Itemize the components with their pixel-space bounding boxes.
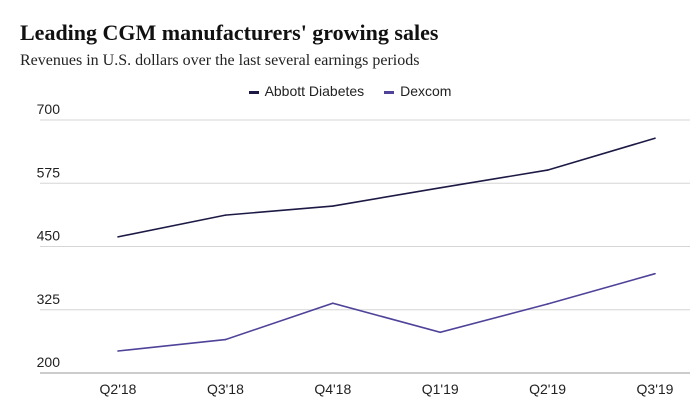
x-tick-label: Q4'18 <box>314 381 351 397</box>
data-point <box>224 214 227 216</box>
x-tick-label: Q3'18 <box>207 381 244 397</box>
data-point <box>546 303 549 305</box>
data-point <box>117 236 119 238</box>
legend-label: Dexcom <box>400 83 452 99</box>
data-point <box>546 169 549 171</box>
legend-label: Abbott Diabetes <box>264 83 365 99</box>
series-line-dexcom <box>117 272 656 352</box>
x-tick-label: Q3'19 <box>637 381 674 397</box>
data-point <box>332 302 334 305</box>
y-tick-label: 200 <box>37 354 61 370</box>
legend-item-abbott: Abbott Diabetes <box>248 83 365 99</box>
data-point <box>224 338 227 341</box>
chart-title: Leading CGM manufacturers' growing sales <box>20 20 439 45</box>
y-tick-label: 325 <box>37 291 61 307</box>
data-point <box>439 187 442 189</box>
data-point <box>332 205 334 207</box>
legend-swatch <box>384 90 395 94</box>
x-tick-label: Q1'19 <box>422 381 459 397</box>
y-tick-label: 575 <box>37 164 61 180</box>
data-point <box>654 137 656 140</box>
y-tick-label: 700 <box>37 101 61 117</box>
x-tick-label: Q2'19 <box>529 381 566 397</box>
legend: Abbott Diabetes Dexcom <box>0 83 700 99</box>
legend-swatch <box>248 90 259 94</box>
chart-subtitle: Revenues in U.S. dollars over the last s… <box>20 52 420 69</box>
data-point <box>439 331 442 334</box>
data-point <box>117 350 119 352</box>
x-tick-label: Q2'18 <box>100 381 137 397</box>
data-point <box>654 272 656 275</box>
series-line-abbott-diabetes <box>117 137 656 238</box>
y-tick-label: 450 <box>37 228 61 244</box>
legend-item-dexcom: Dexcom <box>384 83 451 99</box>
